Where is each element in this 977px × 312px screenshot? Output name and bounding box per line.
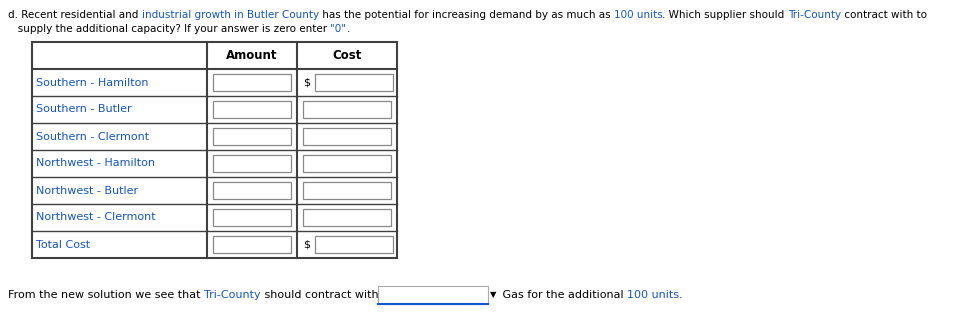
Text: Cost: Cost	[332, 49, 361, 62]
Text: Southern - Clermont: Southern - Clermont	[36, 131, 149, 142]
Text: From the new solution we see that: From the new solution we see that	[8, 290, 204, 300]
Text: Southern - Butler: Southern - Butler	[36, 105, 132, 115]
Text: Gas for the additional: Gas for the additional	[498, 290, 627, 300]
Text: Northwest - Clermont: Northwest - Clermont	[36, 212, 155, 222]
Bar	[213, 155, 291, 172]
Text: Northwest - Hamilton: Northwest - Hamilton	[36, 158, 155, 168]
Text: Total Cost: Total Cost	[36, 240, 90, 250]
Text: Northwest - Butler: Northwest - Butler	[36, 186, 138, 196]
Bar	[213, 236, 291, 253]
Text: $: $	[303, 240, 310, 250]
Text: Amount: Amount	[227, 49, 277, 62]
Bar	[315, 74, 393, 91]
Text: industrial growth in Butler County: industrial growth in Butler County	[142, 10, 319, 20]
Bar	[213, 128, 291, 145]
Bar	[378, 286, 488, 304]
Bar	[303, 155, 391, 172]
Bar	[303, 182, 391, 199]
Bar	[213, 74, 291, 91]
Bar	[32, 42, 397, 258]
Text: supply the additional capacity? If your answer is zero enter: supply the additional capacity? If your …	[8, 24, 330, 34]
Bar	[303, 209, 391, 226]
Bar	[315, 236, 393, 253]
Bar	[213, 101, 291, 118]
Bar	[303, 128, 391, 145]
Text: contract with to: contract with to	[841, 10, 927, 20]
Text: .: .	[679, 290, 683, 300]
Text: ▼: ▼	[490, 290, 496, 300]
Bar	[213, 182, 291, 199]
Bar	[303, 101, 391, 118]
Text: should contract with: should contract with	[261, 290, 378, 300]
Text: Tri-County: Tri-County	[204, 290, 261, 300]
Text: $: $	[303, 77, 310, 87]
Text: 100 units: 100 units	[614, 10, 662, 20]
Text: Tri-County: Tri-County	[787, 10, 841, 20]
Text: .: .	[347, 24, 350, 34]
Text: "0": "0"	[330, 24, 347, 34]
Text: Southern - Hamilton: Southern - Hamilton	[36, 77, 149, 87]
Bar	[213, 209, 291, 226]
Text: d. Recent residential and: d. Recent residential and	[8, 10, 142, 20]
Text: . Which supplier should: . Which supplier should	[662, 10, 787, 20]
Text: has the potential for increasing demand by as much as: has the potential for increasing demand …	[319, 10, 614, 20]
Text: 100 units: 100 units	[627, 290, 679, 300]
